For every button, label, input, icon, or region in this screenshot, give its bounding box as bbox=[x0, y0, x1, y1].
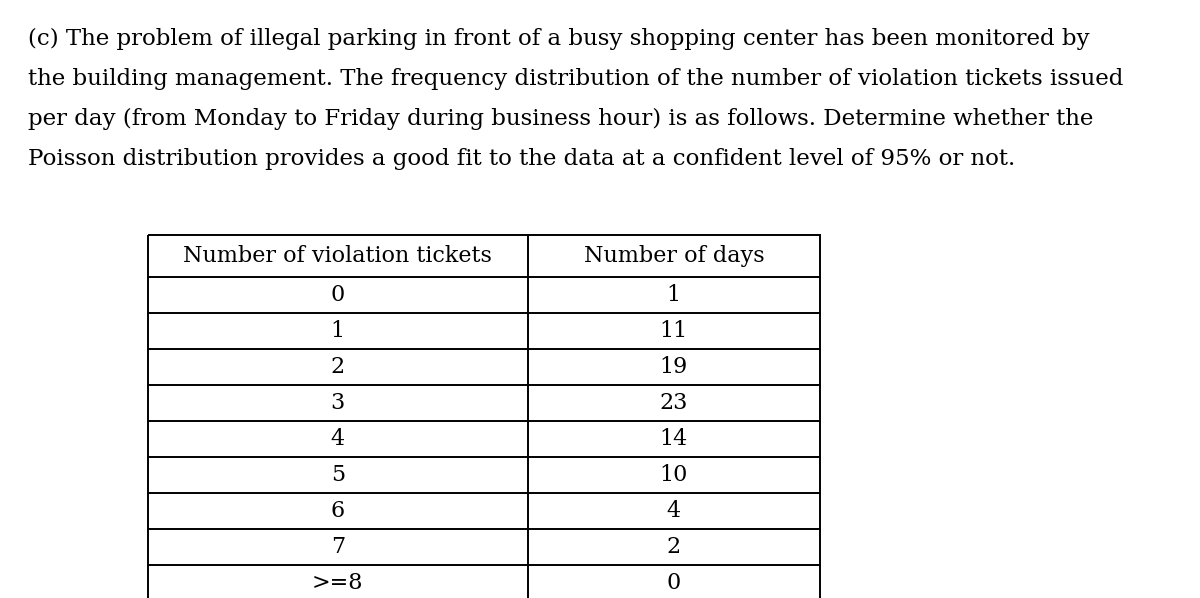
Text: 14: 14 bbox=[660, 428, 688, 450]
Text: 4: 4 bbox=[331, 428, 344, 450]
Bar bbox=[148, 235, 820, 598]
Text: the building management. The frequency distribution of the number of violation t: the building management. The frequency d… bbox=[28, 68, 1123, 90]
Text: Number of violation tickets: Number of violation tickets bbox=[184, 245, 492, 267]
Text: 2: 2 bbox=[667, 536, 680, 558]
Text: 11: 11 bbox=[660, 320, 688, 342]
Text: per day (from Monday to Friday during business hour) is as follows. Determine wh: per day (from Monday to Friday during bu… bbox=[28, 108, 1093, 130]
Text: 4: 4 bbox=[667, 500, 680, 522]
Text: 19: 19 bbox=[660, 356, 688, 378]
Text: 1: 1 bbox=[667, 284, 680, 306]
Text: 6: 6 bbox=[331, 500, 344, 522]
Text: (c) The problem of illegal parking in front of a busy shopping center has been m: (c) The problem of illegal parking in fr… bbox=[28, 28, 1090, 50]
Text: 1: 1 bbox=[331, 320, 344, 342]
Text: 0: 0 bbox=[331, 284, 344, 306]
Text: 7: 7 bbox=[331, 536, 344, 558]
Text: 23: 23 bbox=[660, 392, 688, 414]
Text: Poisson distribution provides a good fit to the data at a confident level of 95%: Poisson distribution provides a good fit… bbox=[28, 148, 1015, 170]
Text: Number of days: Number of days bbox=[583, 245, 764, 267]
Text: 2: 2 bbox=[331, 356, 344, 378]
Text: 3: 3 bbox=[331, 392, 344, 414]
Text: 5: 5 bbox=[331, 464, 344, 486]
Text: 0: 0 bbox=[667, 572, 680, 594]
Text: >=8: >=8 bbox=[312, 572, 364, 594]
Text: 10: 10 bbox=[660, 464, 688, 486]
